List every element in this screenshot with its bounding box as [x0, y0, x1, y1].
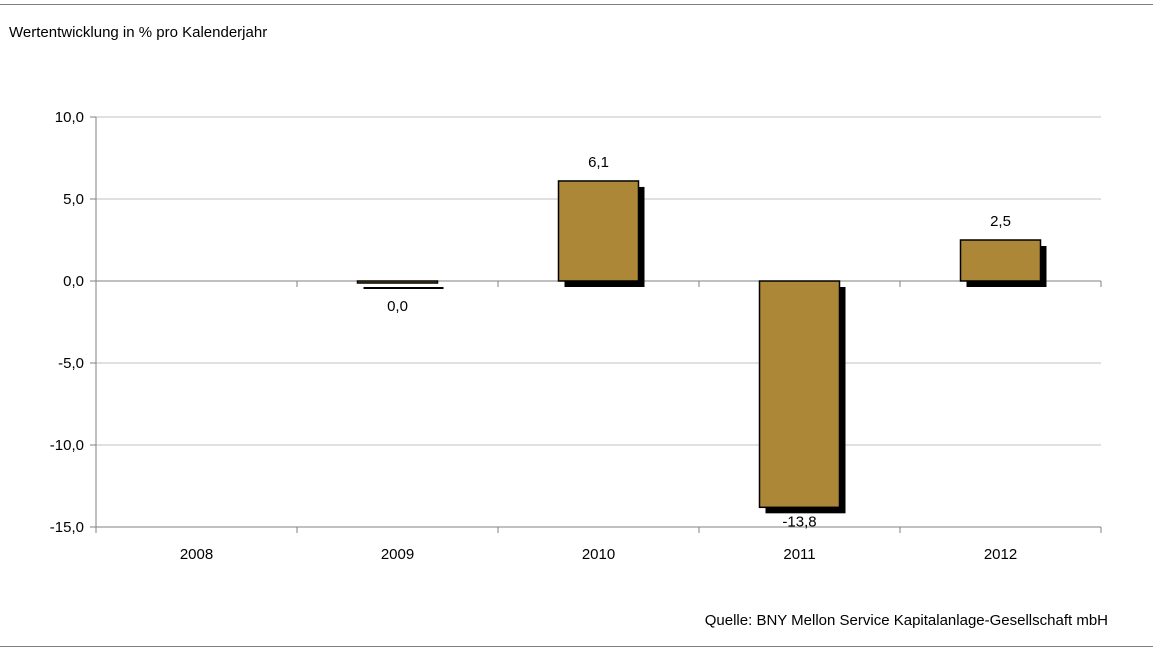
bar [959, 239, 1042, 282]
y-tick-label: -10,0 [50, 437, 84, 454]
bar-shadow [363, 287, 444, 289]
data-label: 2,5 [990, 213, 1011, 230]
data-label: -13,8 [782, 513, 816, 530]
x-tick-label: 2012 [984, 546, 1017, 563]
bar [356, 280, 439, 284]
y-tick-label: -5,0 [58, 355, 84, 372]
chart-title: Wertentwicklung in % pro Kalenderjahr [9, 24, 268, 41]
bar [557, 180, 640, 282]
top-border [0, 4, 1153, 5]
source-note: Quelle: BNY Mellon Service Kapitalanlage… [704, 612, 1108, 629]
x-tick-label: 2011 [783, 546, 815, 563]
x-tick-label: 2010 [582, 546, 615, 563]
x-tick-label: 2008 [180, 546, 213, 563]
y-tick-label: 5,0 [63, 191, 84, 208]
data-label: 6,1 [588, 154, 609, 171]
data-label: 0,0 [387, 298, 408, 315]
y-tick-label: -15,0 [50, 519, 84, 536]
bottom-border [0, 646, 1153, 647]
y-tick-label: 0,0 [63, 273, 84, 290]
y-tick-label: 10,0 [55, 109, 84, 126]
x-tick-label: 2009 [381, 546, 414, 563]
bar [758, 280, 841, 509]
